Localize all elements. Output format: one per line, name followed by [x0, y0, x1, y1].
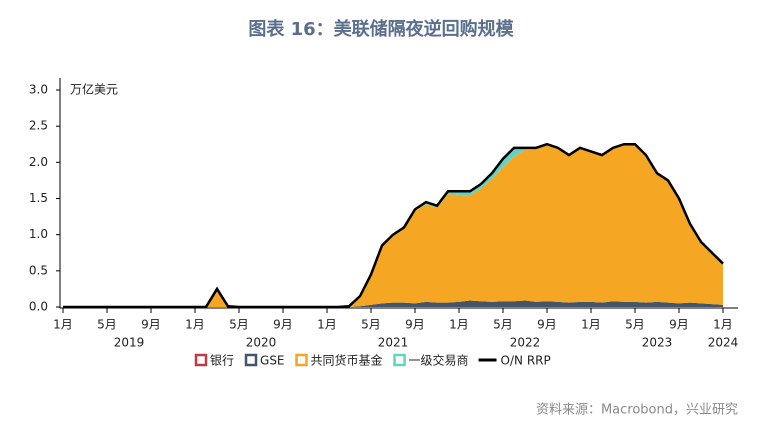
- line: [63, 142, 724, 309]
- legend-label: 一级交易商: [409, 353, 469, 368]
- source: 资料来源：Macrobond，兴业研究: [536, 403, 738, 418]
- legend-label: 共同货币基金: [311, 353, 383, 368]
- legend-swatch: [393, 353, 406, 367]
- x-tick-label: 1月: [713, 318, 733, 332]
- x-tick-label: 1月: [581, 318, 601, 332]
- x-tick-label: 1月: [449, 318, 469, 332]
- year-label: 2021: [378, 336, 409, 350]
- x-tick-label: 5月: [97, 318, 117, 332]
- x-tick-label: 5月: [361, 318, 381, 332]
- x-tick-label: 1月: [317, 318, 337, 332]
- legend-label: O/N RRP: [501, 354, 551, 368]
- year-label: 2023: [642, 336, 673, 350]
- year-label: 2020: [246, 336, 277, 350]
- area: [63, 144, 723, 307]
- x-tick-label: 5月: [229, 318, 249, 332]
- year-label: 2019: [114, 336, 145, 350]
- y-tick-label: 3.0: [29, 83, 48, 97]
- y-tick-label: 2.0: [29, 155, 48, 169]
- legend-label: 银行: [210, 354, 234, 368]
- chart-title: 图表 16：美联储隔夜逆回购规模: [248, 18, 514, 40]
- y-tick-label: 1.5: [29, 191, 48, 205]
- area: [63, 300, 723, 307]
- x-tick-label: 9月: [405, 318, 425, 332]
- x-tick-label: 5月: [625, 318, 645, 332]
- legend-swatch: [194, 353, 208, 367]
- x-tick-label: 9月: [273, 318, 293, 332]
- x-tick-label: 9月: [537, 318, 557, 332]
- year-label: 2022: [510, 336, 541, 350]
- x-tick-label: 9月: [669, 318, 689, 332]
- year-label: 2024: [708, 336, 739, 350]
- y-tick-label: 0.0: [29, 300, 48, 314]
- y-tick-label: 1.0: [29, 227, 48, 241]
- y-tick-label: 2.5: [29, 119, 48, 133]
- x-tick-label: 1月: [53, 318, 73, 332]
- x-tick-label: 9月: [141, 318, 161, 332]
- y-tick-label: 0.5: [29, 263, 48, 277]
- legend-label: GSE: [260, 354, 285, 368]
- x-tick-label: 5月: [493, 318, 513, 332]
- legend-swatch: [244, 353, 258, 367]
- x-tick-label: 1月: [185, 318, 205, 332]
- y-unit-label: 万亿美元: [70, 82, 118, 97]
- legend-swatch: [295, 353, 308, 367]
